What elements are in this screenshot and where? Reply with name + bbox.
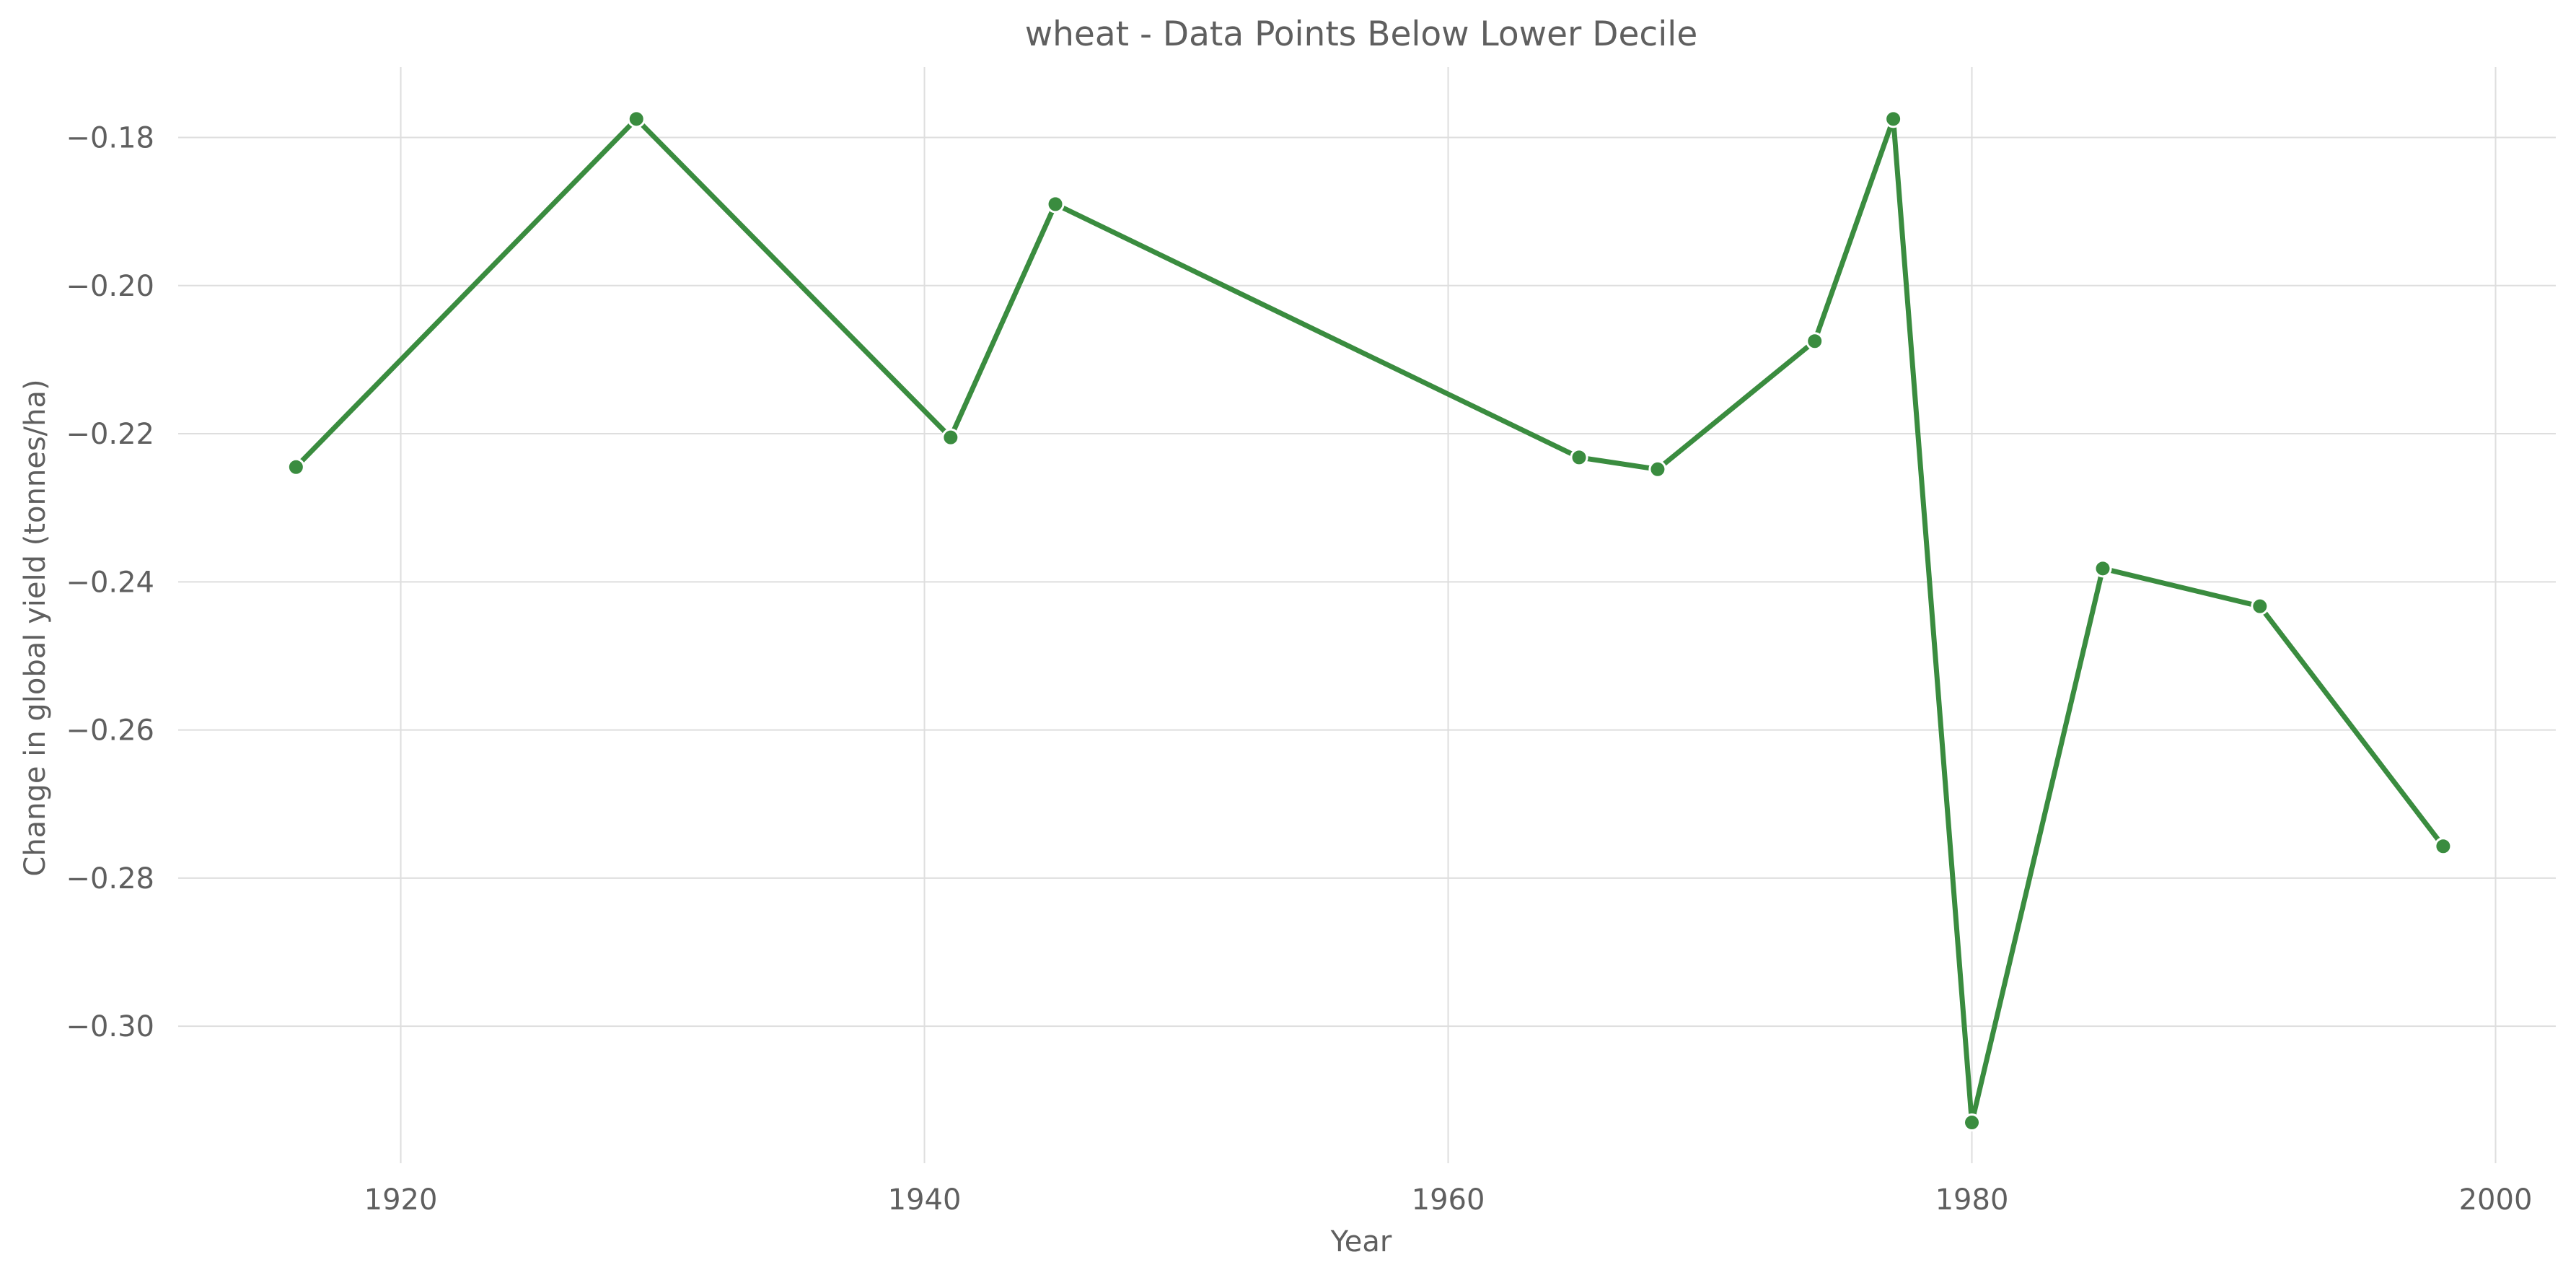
y-tick-label: −0.22	[66, 418, 154, 451]
y-axis-ticks: −0.18 −0.20 −0.22 −0.24 −0.26 −0.28 −0.30	[66, 122, 154, 1044]
chart-title: wheat - Data Points Below Lower Decile	[1025, 14, 1698, 54]
x-tick-label: 1960	[1412, 1183, 1485, 1217]
data-point	[1648, 460, 1667, 478]
data-point	[2434, 837, 2453, 856]
data-point	[1963, 1113, 1982, 1132]
data-point	[2093, 559, 2112, 578]
data-point	[1570, 448, 1588, 467]
x-tick-label: 2000	[2459, 1183, 2533, 1217]
x-axis-title: Year	[1330, 1225, 1392, 1258]
x-tick-label: 1920	[364, 1183, 438, 1217]
x-axis-ticks: 1920 1940 1960 1980 2000	[364, 1183, 2533, 1217]
y-axis-title: Change in global yield (tonnes/ha)	[19, 379, 52, 876]
y-tick-label: −0.30	[66, 1010, 154, 1043]
series-line	[293, 116, 2446, 1126]
data-point	[1884, 110, 1903, 128]
data-point	[286, 457, 305, 476]
data-point	[627, 110, 646, 128]
y-tick-label: −0.26	[66, 714, 154, 748]
y-tick-label: −0.28	[66, 862, 154, 896]
grid	[178, 67, 2556, 1163]
series-layer	[286, 110, 2453, 1132]
x-tick-label: 1980	[1935, 1183, 2009, 1217]
y-tick-label: −0.24	[66, 566, 154, 599]
y-tick-label: −0.18	[66, 122, 154, 155]
y-tick-label: −0.20	[66, 270, 154, 303]
data-point	[2251, 597, 2269, 616]
x-tick-label: 1940	[888, 1183, 962, 1217]
data-point	[1046, 195, 1065, 214]
data-point	[941, 428, 960, 447]
data-point	[1806, 332, 1824, 351]
